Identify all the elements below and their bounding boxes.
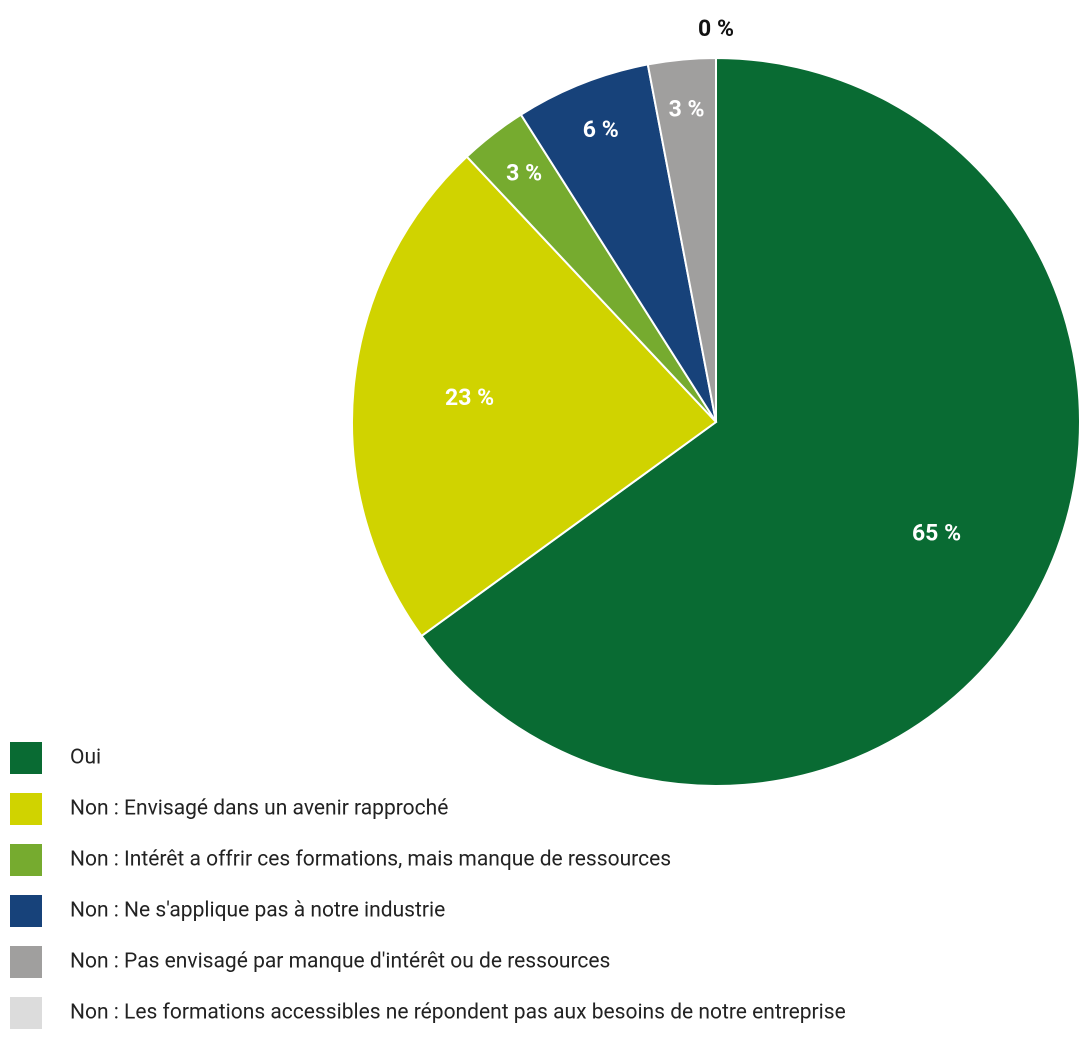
legend-swatch	[10, 742, 42, 774]
value-label: 3 %	[669, 95, 705, 122]
legend-label: Non : Intérêt a offrir ces formations, m…	[70, 848, 671, 872]
value-label: 6 %	[583, 116, 619, 143]
pie-slice	[420, 56, 1081, 787]
pie-slice	[351, 155, 718, 638]
legend-swatch	[10, 997, 42, 1029]
legend-label: Non : Pas envisagé par manque d'intérêt …	[70, 950, 610, 974]
legend-swatch	[10, 844, 42, 876]
legend-swatch	[10, 895, 42, 927]
legend-label: Non : Les formations accessibles ne répo…	[70, 1001, 846, 1025]
legend-swatch	[10, 946, 42, 978]
value-label: 3 %	[506, 160, 542, 187]
legend-label: Non : Ne s'applique pas à notre industri…	[70, 899, 445, 923]
legend-label: Non : Envisagé dans un avenir rapproché	[70, 797, 448, 821]
legend-label: Oui	[70, 746, 101, 770]
pie-slice	[519, 63, 717, 423]
value-label: 23 %	[445, 384, 494, 411]
legend-swatch	[10, 793, 42, 825]
pie-slice	[646, 56, 717, 423]
value-label: 65 %	[912, 519, 961, 546]
value-label: 0 %	[698, 15, 734, 42]
